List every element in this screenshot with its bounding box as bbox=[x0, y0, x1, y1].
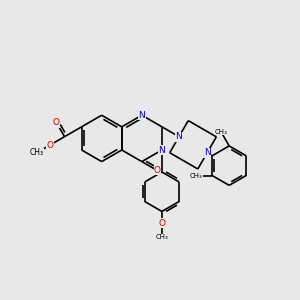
Text: O: O bbox=[158, 218, 165, 227]
Text: O: O bbox=[53, 118, 60, 127]
Text: CH₃: CH₃ bbox=[155, 234, 168, 240]
Text: O: O bbox=[46, 141, 54, 150]
Text: O: O bbox=[154, 166, 161, 175]
Text: CH₃: CH₃ bbox=[190, 172, 202, 178]
Text: CH₃: CH₃ bbox=[29, 148, 44, 158]
Text: N: N bbox=[139, 111, 145, 120]
Text: N: N bbox=[158, 146, 165, 154]
Text: N: N bbox=[204, 148, 211, 158]
Text: N: N bbox=[176, 132, 182, 141]
Text: CH₃: CH₃ bbox=[215, 129, 227, 135]
